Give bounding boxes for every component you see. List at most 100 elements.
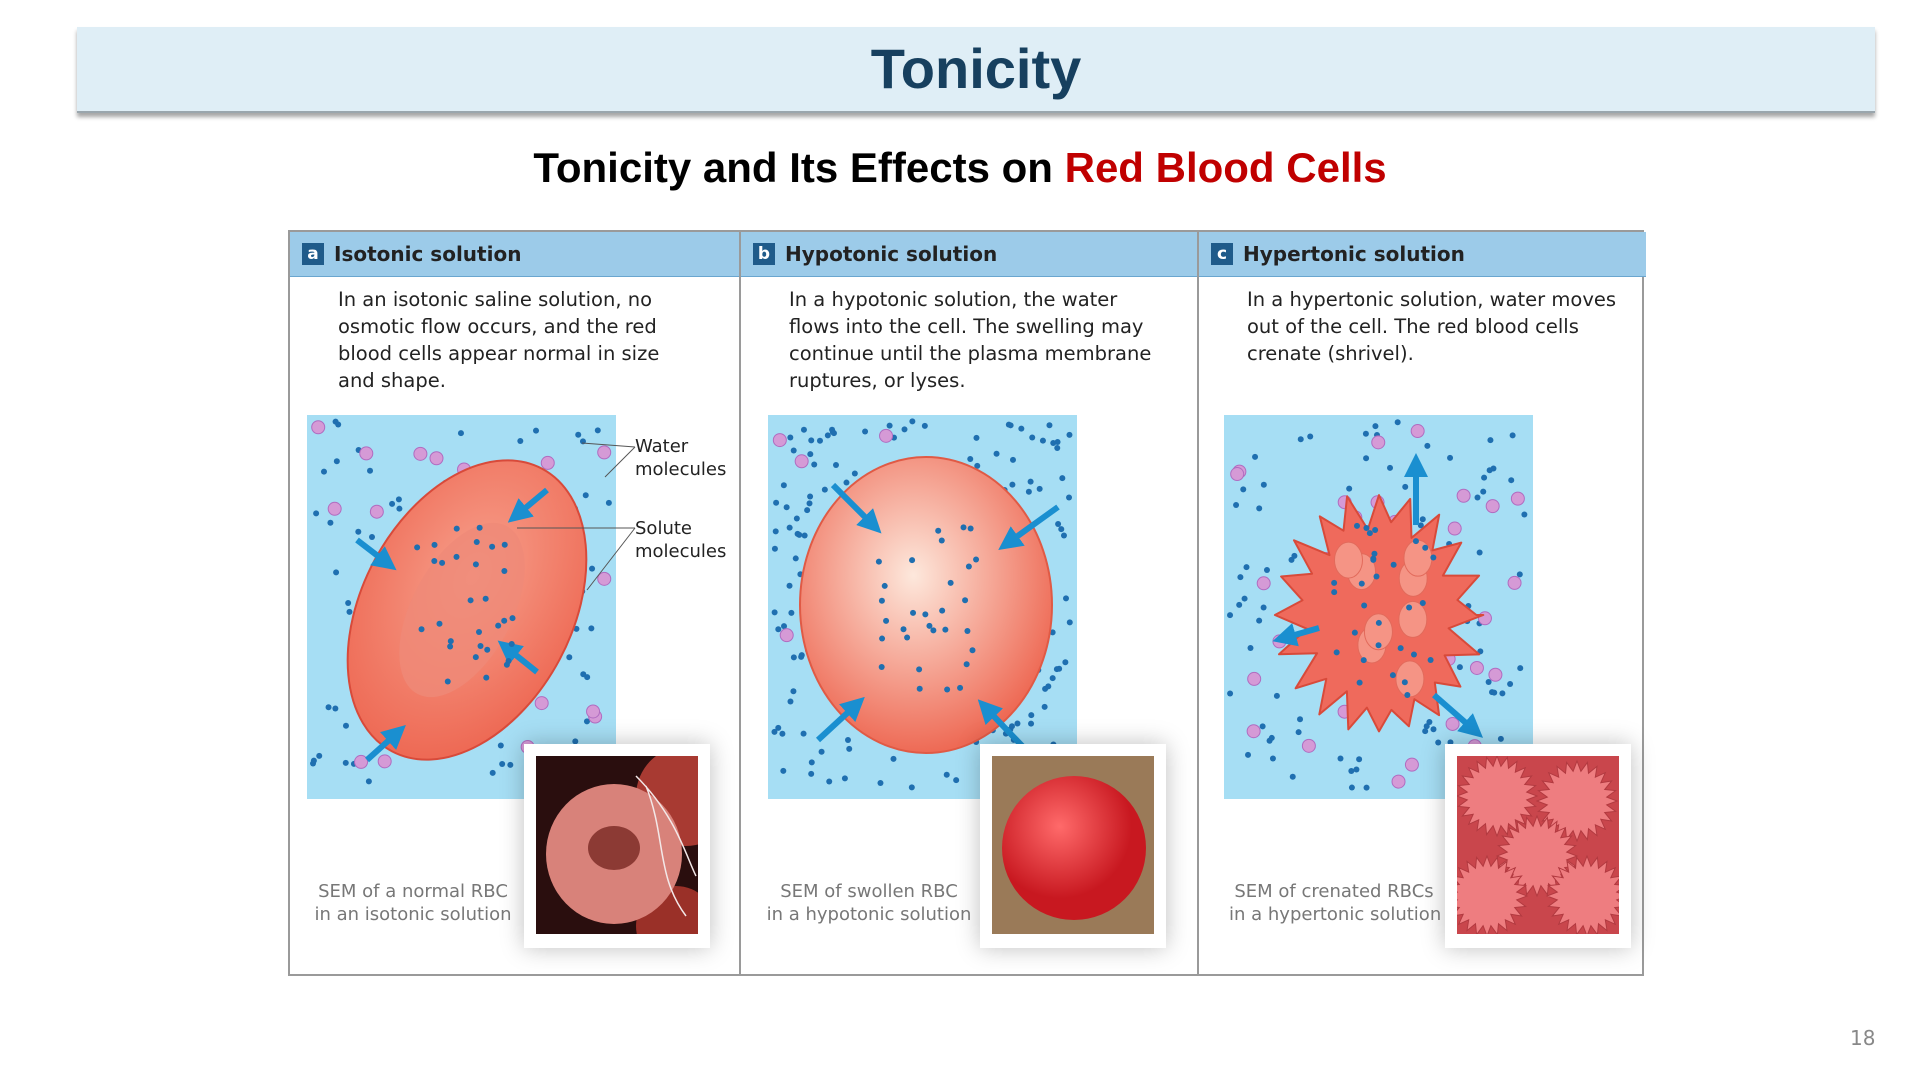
- water-molecule: [1487, 437, 1494, 444]
- arrow: [830, 482, 882, 534]
- water-molecule: [818, 748, 825, 755]
- inner-water-molecule: [1366, 530, 1373, 537]
- inner-water-molecule: [939, 607, 946, 614]
- water-molecule: [1059, 475, 1066, 482]
- arrow: [355, 537, 397, 571]
- water-molecule: [1028, 712, 1035, 719]
- inner-water-molecule: [1390, 561, 1397, 568]
- illustration: [1224, 415, 1533, 799]
- water-molecule: [566, 654, 573, 661]
- water-molecule: [1297, 436, 1304, 443]
- inner-water-molecule: [447, 643, 454, 650]
- inner-water-molecule: [436, 620, 443, 627]
- panel-heading: Isotonic solution: [334, 242, 522, 266]
- water-molecule: [310, 757, 317, 764]
- solute-molecule: [586, 704, 601, 719]
- inner-water-molecule: [962, 597, 969, 604]
- water-molecule: [1348, 768, 1355, 775]
- water-molecule: [1066, 494, 1073, 501]
- leader-line: [586, 527, 636, 591]
- caption-line: SEM of a normal RBC: [318, 881, 508, 902]
- water-molecule: [1259, 723, 1266, 730]
- inner-water-molecule: [900, 626, 907, 633]
- caption-line: in a hypertonic solution: [1229, 904, 1442, 925]
- water-molecule: [886, 422, 893, 429]
- solute-molecule: [359, 446, 374, 461]
- water-molecule: [313, 510, 320, 517]
- arrow: [998, 504, 1060, 551]
- solute-molecule: [1391, 774, 1406, 789]
- water-molecule: [1260, 604, 1267, 611]
- water-molecule: [808, 437, 815, 444]
- water-molecule: [1499, 690, 1506, 697]
- water-molecule: [974, 462, 981, 469]
- solute-molecule: [1488, 667, 1503, 682]
- solute-molecule: [429, 451, 444, 466]
- caption-line: SEM of swollen RBC: [780, 881, 958, 902]
- water-molecule: [800, 730, 807, 737]
- water-molecule: [806, 500, 813, 507]
- text-line: osmotic flow occurs, and the red: [338, 315, 657, 338]
- inner-water-molecule: [467, 597, 474, 604]
- water-molecule: [594, 427, 601, 434]
- panel-text: In an isotonic saline solution, no osmoti…: [338, 286, 659, 394]
- text-line: continue until the plasma membrane: [789, 342, 1152, 365]
- water-molecule: [346, 608, 353, 615]
- water-molecule: [1481, 474, 1488, 481]
- water-molecule: [993, 450, 1000, 457]
- inner-water-molecule: [1375, 642, 1382, 649]
- inner-water-molecule: [1404, 691, 1411, 698]
- solute-molecule: [1485, 499, 1500, 514]
- water-molecule: [1028, 720, 1035, 727]
- inner-water-molecule: [973, 556, 980, 563]
- water-molecule: [1256, 617, 1263, 624]
- water-molecule: [1517, 665, 1524, 672]
- caption: SEM of swollen RBC in a hypotonic solutio…: [764, 880, 974, 926]
- water-molecule: [1353, 766, 1360, 773]
- water-molecule: [1260, 481, 1267, 488]
- water-molecule: [800, 426, 807, 433]
- water-molecule: [1295, 729, 1302, 736]
- solute-molecule: [369, 504, 384, 519]
- panel-header: a Isotonic solution: [290, 232, 739, 277]
- panel-heading: Hypotonic solution: [785, 242, 998, 266]
- water-molecule: [1227, 690, 1234, 697]
- cell-bump: [1333, 541, 1363, 579]
- inner-water-molecule: [916, 685, 923, 692]
- inner-water-molecule: [1401, 679, 1408, 686]
- water-molecule: [781, 623, 788, 630]
- water-molecule: [1491, 689, 1498, 696]
- inner-water-molecule: [472, 561, 479, 568]
- water-molecule: [787, 434, 794, 441]
- inner-water-molecule: [930, 627, 937, 634]
- water-molecule: [1430, 726, 1437, 733]
- water-molecule: [908, 784, 915, 791]
- inner-water-molecule: [910, 609, 917, 616]
- water-molecule: [1236, 601, 1243, 608]
- inner-water-molecule: [935, 527, 942, 534]
- water-molecule: [1054, 445, 1061, 452]
- arrow: [1272, 623, 1320, 647]
- water-molecule: [1426, 719, 1433, 726]
- solute-molecule: [1456, 488, 1471, 503]
- water-molecule: [605, 499, 612, 506]
- water-molecule: [1247, 644, 1254, 651]
- solute-molecule: [597, 571, 612, 586]
- solute-molecule: [354, 754, 369, 769]
- inner-water-molecule: [926, 622, 933, 629]
- solute-molecule: [779, 628, 794, 643]
- water-molecule: [572, 738, 579, 745]
- water-molecule: [862, 428, 869, 435]
- water-molecule: [1456, 664, 1463, 671]
- solute-molecule: [1246, 724, 1261, 739]
- inner-water-molecule: [495, 622, 502, 629]
- inner-water-molecule: [501, 567, 508, 574]
- inner-water-molecule: [1361, 602, 1368, 609]
- header-bar: Tonicity: [77, 27, 1875, 113]
- water-molecule: [1273, 692, 1280, 699]
- inner-water-molecule: [447, 638, 454, 645]
- inner-water-molecule: [947, 579, 954, 586]
- water-molecule: [909, 418, 916, 425]
- inner-water-molecule: [1370, 556, 1377, 563]
- inner-water-molecule: [1389, 672, 1396, 679]
